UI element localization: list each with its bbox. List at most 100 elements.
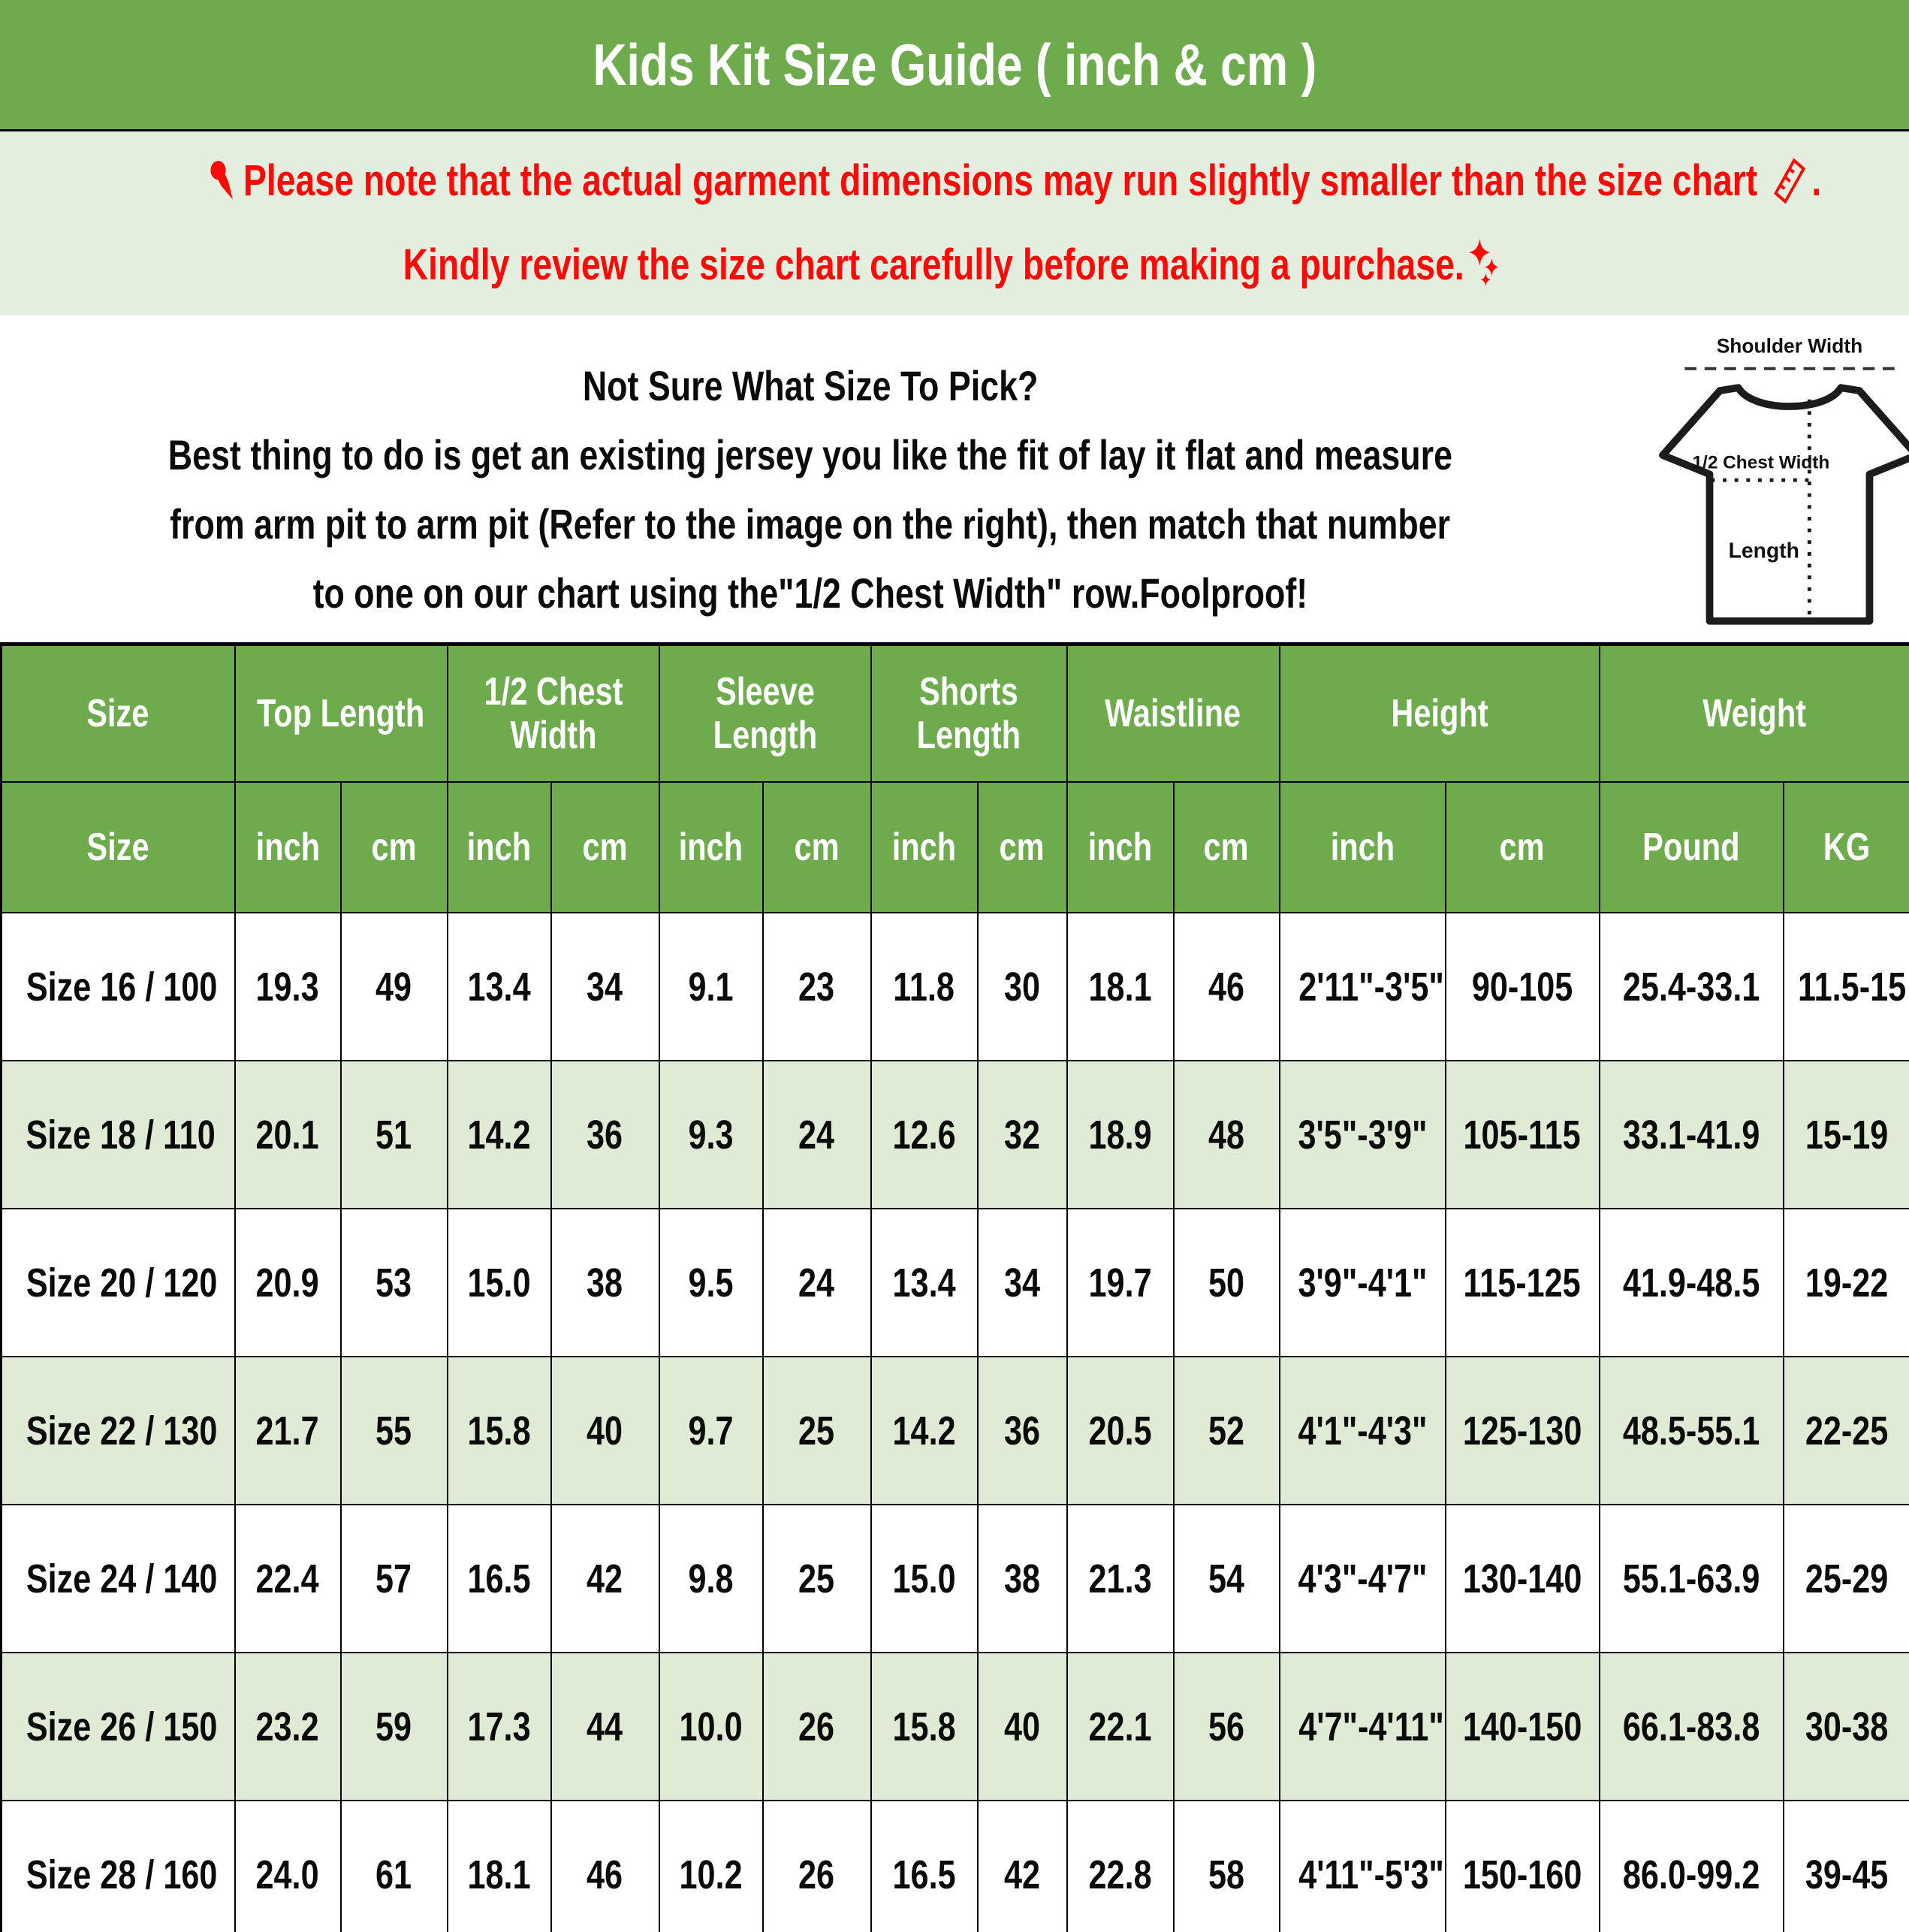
col-group-header: Top Length — [234, 643, 448, 783]
col-sub-header: inch — [1066, 781, 1175, 913]
size-cell: Size 28 / 160 — [0, 1800, 236, 1932]
table-row: Size 18 / 110 20.1 51 14.2 36 9.3 24 12.6 32 18.9… — [0, 1060, 1909, 1209]
value-cell: 26 — [761, 1652, 872, 1801]
value-cell: 34 — [550, 912, 660, 1061]
value-cell: 52 — [1172, 1356, 1280, 1505]
value-cell: 54 — [1172, 1504, 1280, 1653]
value-cell: 10.2 — [658, 1800, 764, 1932]
header-group-row: Size Top Length 1/2 Chest Width Sleeve Leng… — [0, 643, 1909, 783]
value-cell: 86.0-99.2 — [1598, 1800, 1784, 1932]
value-cell: 16.5 — [870, 1800, 979, 1932]
col-sub-header: Size — [0, 781, 236, 913]
table-row: Size 20 / 120 20.9 53 15.0 38 9.5 24 13.4 34 19.7… — [0, 1208, 1909, 1357]
value-cell: 15.8 — [870, 1652, 979, 1801]
size-cell: Size 22 / 130 — [0, 1356, 236, 1505]
page-title: Kids Kit Size Guide ( inch & cm ) — [593, 31, 1316, 98]
value-cell: 44 — [550, 1652, 660, 1801]
value-cell: 32 — [976, 1060, 1068, 1209]
col-sub-header: Pound — [1598, 781, 1784, 913]
intro-text: Not Sure What Size To Pick? Best thing t… — [8, 329, 1613, 628]
intro-heading: Not Sure What Size To Pick? — [582, 362, 1039, 409]
value-cell: 55 — [339, 1356, 448, 1505]
value-cell: 18.1 — [1066, 912, 1175, 1061]
size-cell: Size 24 / 140 — [0, 1504, 236, 1653]
size-cell: Size 16 / 100 — [0, 912, 236, 1061]
value-cell: 125-130 — [1444, 1356, 1600, 1505]
table-row: Size 16 / 100 19.3 49 13.4 34 9.1 23 11.8 30 18.1… — [0, 912, 1909, 1061]
value-cell: 15.0 — [870, 1504, 979, 1653]
value-cell: 53 — [339, 1208, 448, 1357]
value-cell: 140-150 — [1444, 1652, 1600, 1801]
value-cell: 46 — [550, 1800, 660, 1932]
value-cell: 18.9 — [1066, 1060, 1175, 1209]
value-cell: 38 — [550, 1208, 660, 1357]
notice-line-2: Kindly review the size chart carefully b… — [0, 223, 1909, 307]
value-cell: 22-25 — [1782, 1356, 1909, 1505]
value-cell: 42 — [550, 1504, 660, 1653]
value-cell: 59 — [339, 1652, 448, 1801]
value-cell: 49 — [339, 912, 448, 1061]
value-cell: 21.3 — [1066, 1504, 1175, 1653]
col-group-header: Sleeve Length — [658, 643, 872, 783]
value-cell: 9.5 — [658, 1208, 764, 1357]
header-sub-row: Size inch cm inch cm inch cm inch cm inch cm inch cm… — [0, 781, 1909, 913]
value-cell: 34 — [976, 1208, 1068, 1357]
tshirt-outline — [1658, 384, 1909, 625]
value-cell: 105-115 — [1444, 1060, 1600, 1209]
col-sub-header: inch — [446, 781, 552, 913]
value-cell: 30 — [976, 912, 1068, 1061]
value-cell: 14.2 — [446, 1060, 552, 1209]
value-cell: 20.9 — [234, 1208, 342, 1357]
value-cell: 36 — [550, 1060, 660, 1209]
length-label: Length — [1728, 539, 1799, 563]
notice-text-2: Kindly review the size chart carefully b… — [403, 240, 1464, 289]
shoulder-width-label: Shoulder Width — [1717, 334, 1863, 357]
value-cell: 22.4 — [234, 1504, 342, 1653]
col-group-header: Shorts Length — [870, 643, 1068, 783]
value-cell: 9.3 — [658, 1060, 764, 1209]
value-cell: 18.1 — [446, 1800, 552, 1932]
ruler-icon — [1771, 148, 1808, 232]
value-cell: 3'5"-3'9" — [1278, 1060, 1446, 1209]
value-cell: 15.0 — [446, 1208, 552, 1357]
value-cell: 19-22 — [1782, 1208, 1909, 1357]
value-cell: 9.1 — [658, 912, 764, 1061]
col-sub-header: cm — [339, 781, 448, 913]
value-cell: 4'11"-5'3" — [1278, 1800, 1446, 1932]
size-table: Size Top Length 1/2 Chest Width Sleeve Leng… — [0, 642, 1909, 1932]
value-cell: 55.1-63.9 — [1598, 1504, 1784, 1653]
value-cell: 10.0 — [658, 1652, 764, 1801]
value-cell: 4'1"-4'3" — [1278, 1356, 1446, 1505]
value-cell: 16.5 — [446, 1504, 552, 1653]
value-cell: 58 — [1172, 1800, 1280, 1932]
notice-band: Please note that the actual garment dime… — [0, 131, 1909, 315]
col-group-header: 1/2 Chest Width — [446, 643, 660, 783]
col-sub-header: cm — [1172, 781, 1280, 913]
value-cell: 150-160 — [1444, 1800, 1600, 1932]
value-cell: 36 — [976, 1356, 1068, 1505]
value-cell: 42 — [976, 1800, 1068, 1932]
value-cell: 22.1 — [1066, 1652, 1175, 1801]
value-cell: 9.8 — [658, 1504, 764, 1653]
col-sub-header: cm — [550, 781, 660, 913]
value-cell: 38 — [976, 1504, 1068, 1653]
pushpin-icon — [206, 148, 240, 232]
size-cell: Size 20 / 120 — [0, 1208, 236, 1357]
value-cell: 33.1-41.9 — [1598, 1060, 1784, 1209]
value-cell: 90-105 — [1444, 912, 1600, 1061]
value-cell: 51 — [339, 1060, 448, 1209]
table-row: Size 26 / 150 23.2 59 17.3 44 10.0 26 15.8 40 22.… — [0, 1652, 1909, 1801]
col-group-header: Weight — [1598, 643, 1909, 783]
value-cell: 46 — [1172, 912, 1280, 1061]
sparkles-icon — [1467, 232, 1502, 316]
col-sub-header: cm — [976, 781, 1068, 913]
col-group-header: Height — [1278, 643, 1600, 783]
table-row: Size 28 / 160 24.0 61 18.1 46 10.2 26 16.5 42 22.… — [0, 1800, 1909, 1932]
value-cell: 17.3 — [446, 1652, 552, 1801]
value-cell: 12.6 — [870, 1060, 979, 1209]
table-body: Size 16 / 100 19.3 49 13.4 34 9.1 23 11.8 30 18.1… — [0, 912, 1909, 1932]
value-cell: 26 — [761, 1800, 872, 1932]
value-cell: 4'3"-4'7" — [1278, 1504, 1446, 1653]
value-cell: 24 — [761, 1208, 872, 1357]
